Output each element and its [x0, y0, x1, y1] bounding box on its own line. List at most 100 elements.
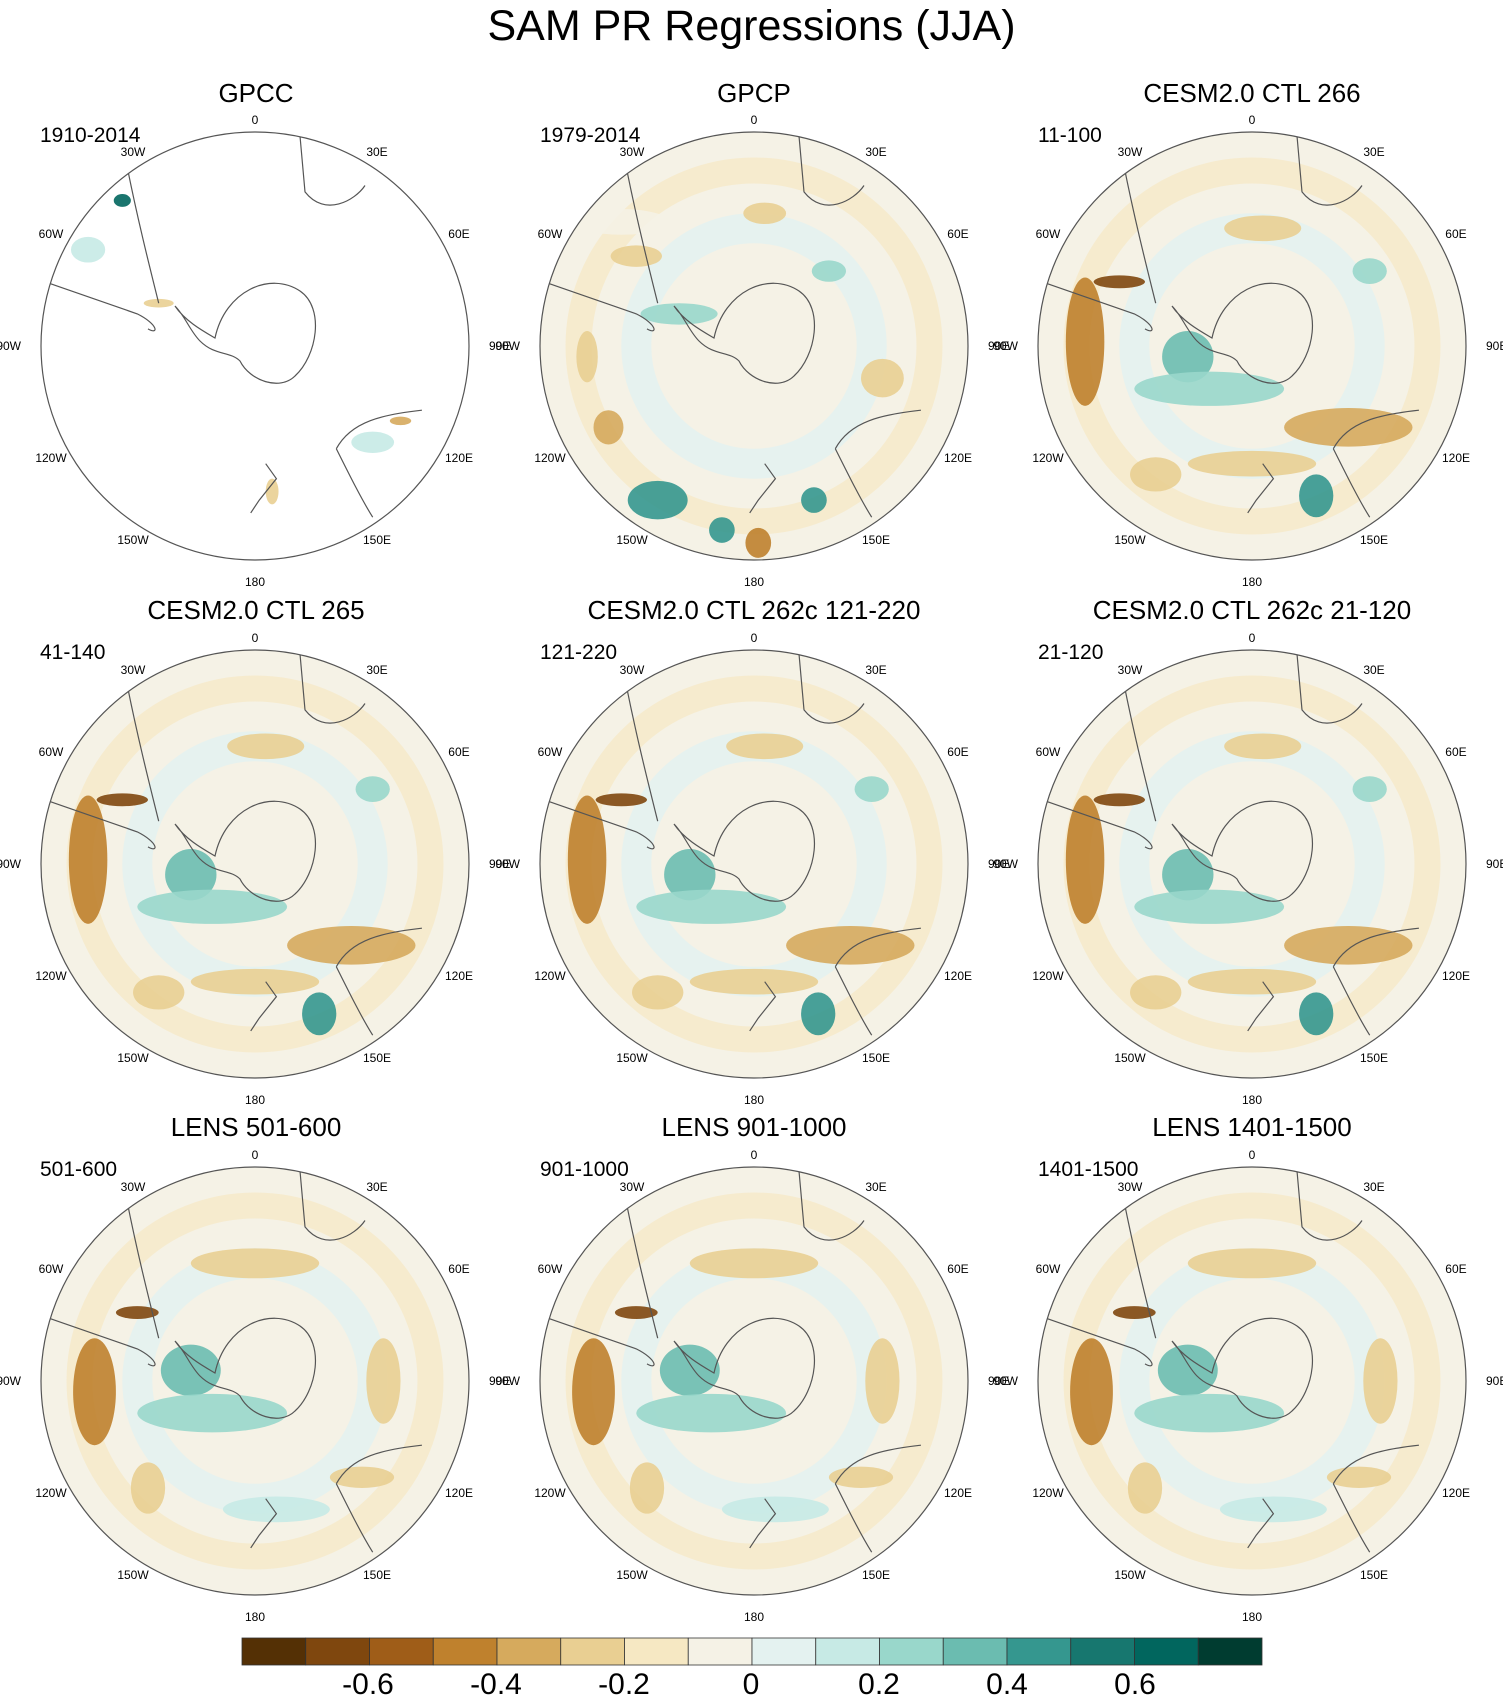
longitude-label: 30E: [1363, 1180, 1384, 1194]
polar-map-panel: 0 30E 60E 90E 120E 150E 180 150W 120W 90W 60W 30W: [993, 1148, 1503, 1624]
anomaly-patch: [68, 795, 108, 924]
australia-coastline: [1332, 409, 1419, 518]
longitude-label: 120E: [445, 1486, 473, 1500]
panel-title-6: CESM2.0 CTL 262c 21-120: [1092, 595, 1412, 625]
south-america-coastline: [1041, 1198, 1157, 1367]
anomaly-patch: [1187, 1248, 1317, 1279]
longitude-label: 60E: [1445, 1262, 1466, 1276]
colorbar-swatch: [1197, 1637, 1263, 1666]
antarctica-coastline: [174, 282, 317, 384]
anomaly-patch: [1299, 992, 1334, 1036]
longitude-label: 150E: [862, 1568, 890, 1582]
colorbar-swatch: [305, 1637, 370, 1666]
longitude-label: 0: [252, 1148, 259, 1162]
longitude-label: 30W: [620, 663, 645, 677]
africa-coastline: [1296, 1170, 1363, 1241]
australia-coastline: [1332, 927, 1419, 1036]
map-background: [1038, 132, 1466, 560]
longitude-label: 90E: [489, 1374, 510, 1388]
anomaly-patch: [190, 1248, 320, 1279]
period-label-4: 41-140: [40, 641, 106, 664]
anomaly-patch: [610, 245, 662, 267]
anomaly-patch: [366, 1338, 401, 1424]
anomaly-patch: [1326, 1466, 1392, 1489]
antarctica-coastline: [673, 1317, 816, 1419]
anomaly-patch: [130, 1462, 166, 1514]
anomaly-patch: [1219, 1496, 1327, 1523]
panel-title-4: CESM2.0 CTL 265: [147, 595, 365, 625]
longitude-label: 90W: [495, 857, 520, 871]
anomaly-patch: [302, 992, 337, 1036]
australia-coastline: [335, 927, 422, 1036]
anomaly-patch: [1284, 926, 1413, 965]
longitude-label: 90W: [0, 1374, 22, 1388]
longitude-label: 180: [245, 575, 265, 589]
anomaly-patch: [574, 209, 669, 235]
panel-title-3: CESM2.0 CTL 266: [1143, 78, 1361, 108]
period-label-3: 11-100: [1038, 124, 1102, 147]
map-border: [539, 131, 969, 561]
longitude-label: 0: [252, 631, 259, 645]
longitude-label: 150W: [616, 533, 648, 547]
longitude-label: 0: [751, 631, 758, 645]
anomaly-patch: [1127, 1462, 1163, 1514]
polar-map-panel: 0 30E 60E 90E 120E 150E 180 150W 120W 90W 60W 30W: [993, 631, 1503, 1107]
longitude-label: 120E: [1442, 969, 1470, 983]
anomaly-patch: [689, 1248, 819, 1279]
longitude-label: 180: [744, 575, 764, 589]
antarctica-coastline: [673, 282, 816, 384]
period-label-7: 501-600: [40, 1158, 118, 1181]
longitude-label: 180: [744, 1093, 764, 1107]
anomaly-patch: [133, 975, 185, 1010]
anomaly-patch: [265, 478, 279, 505]
longitude-label: 60W: [39, 227, 64, 241]
antarctica-coastline: [174, 800, 317, 902]
australia-coastline: [834, 927, 921, 1036]
new-zealand-coastline: [1247, 981, 1275, 1032]
anomaly-patch: [137, 1393, 288, 1433]
polar-map-panel: 0 30E 60E 90E 120E 150E 180 150W 120W 90W 60W 30W: [495, 113, 1009, 589]
longitude-label: 150E: [1360, 1568, 1388, 1582]
colorbar-swatch: [432, 1637, 498, 1666]
map-border: [1037, 131, 1467, 561]
map-border: [539, 649, 969, 1079]
longitude-label: 150W: [117, 1051, 149, 1065]
map-border: [539, 1166, 969, 1596]
africa-coastline: [1296, 135, 1363, 206]
anomaly-patch: [96, 793, 148, 807]
longitude-label: 180: [245, 1610, 265, 1624]
south-america-coastline: [44, 681, 160, 850]
colorbar-swatch: [879, 1637, 944, 1666]
polar-map-panel: 0 30E 60E 90E 120E 150E 180 150W 120W 90W 60W 30W: [495, 631, 1009, 1107]
map-background: [41, 132, 469, 560]
anomaly-patch: [811, 260, 847, 282]
australia-coastline: [1332, 1444, 1419, 1553]
colorbar-swatch: [687, 1637, 753, 1666]
anomaly-patch: [355, 776, 390, 802]
colorbar-tick-2: -0.4: [470, 1668, 522, 1701]
longitude-label: 60E: [947, 1262, 968, 1276]
anomaly-patch: [854, 776, 889, 802]
anomaly-patch: [636, 889, 787, 924]
longitude-label: 120E: [445, 451, 473, 465]
longitude-label: 90W: [495, 1374, 520, 1388]
colorbar-swatch: [624, 1637, 689, 1666]
anomaly-patch: [726, 733, 804, 760]
longitude-label: 30E: [865, 145, 886, 159]
polar-map-panel: 0 30E 60E 90E 120E 150E 180 150W 120W 90W 60W 30W: [495, 1148, 1009, 1624]
africa-coastline: [299, 653, 366, 724]
longitude-label: 120E: [1442, 1486, 1470, 1500]
longitude-label: 150E: [363, 1051, 391, 1065]
longitude-label: 180: [1242, 1093, 1262, 1107]
longitude-label: 60W: [1036, 1262, 1061, 1276]
anomaly-patch: [287, 926, 416, 965]
australia-coastline: [834, 1444, 921, 1553]
longitude-label: 150E: [1360, 1051, 1388, 1065]
period-label-9: 1401-1500: [1038, 1158, 1139, 1181]
anomaly-ring: [621, 213, 887, 479]
longitude-label: 60E: [448, 227, 469, 241]
longitude-label: 90E: [1486, 339, 1503, 353]
anomaly-patch: [743, 202, 787, 225]
longitude-label: 30E: [1363, 145, 1384, 159]
